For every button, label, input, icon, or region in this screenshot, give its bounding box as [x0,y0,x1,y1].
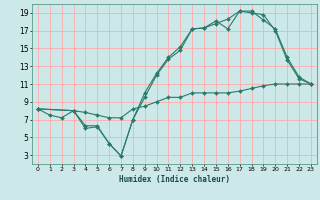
X-axis label: Humidex (Indice chaleur): Humidex (Indice chaleur) [119,175,230,184]
